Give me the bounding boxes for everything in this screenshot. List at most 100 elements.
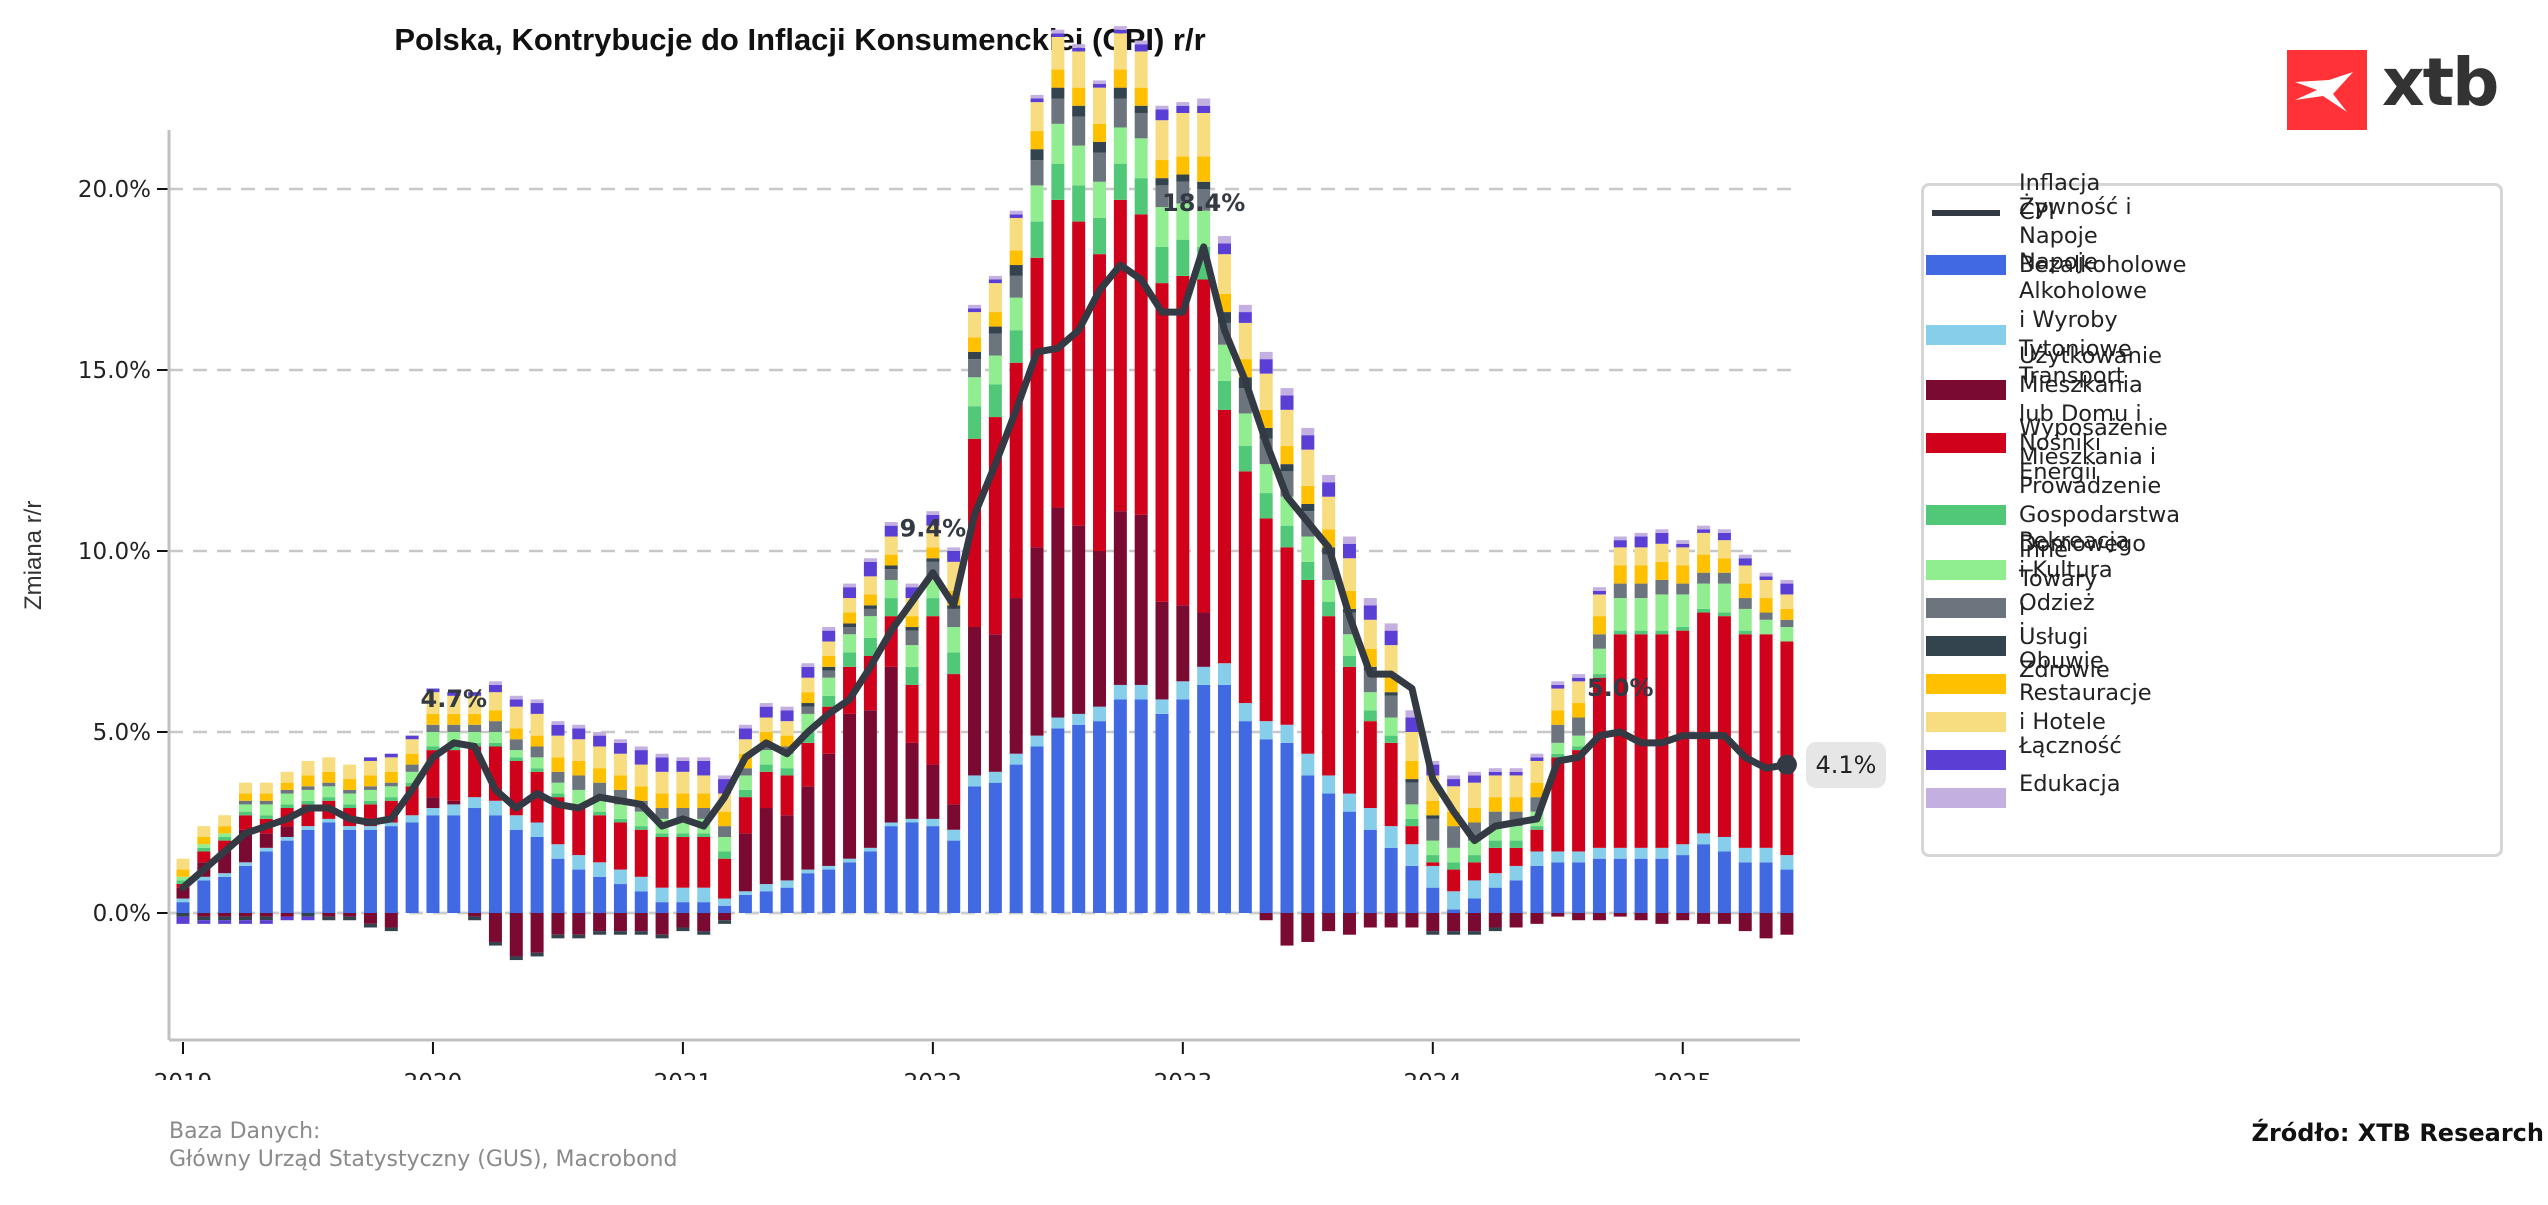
bar-segment: [884, 822, 898, 827]
bar-segment: [947, 840, 961, 913]
bar-segment: [884, 522, 898, 526]
bar-segment: [822, 695, 836, 707]
bar-segment: [822, 753, 836, 866]
bar-segment: [759, 771, 773, 809]
bar-segment: [384, 771, 398, 783]
bar-segment: [676, 887, 690, 903]
bar-stack: [884, 522, 898, 913]
bar-segment: [697, 833, 711, 837]
bar-stack: [1738, 554, 1752, 932]
bar-stack: [593, 732, 607, 935]
legend-color-swatch-icon: [1926, 255, 2006, 275]
bar-segment: [926, 558, 940, 562]
bar-segment: [1488, 775, 1502, 798]
bar-segment: [1197, 612, 1211, 667]
bar-segment: [1551, 710, 1565, 725]
bar-segment: [1509, 880, 1523, 913]
bar-segment: [509, 706, 523, 729]
bar-segment: [988, 333, 1002, 356]
bar-segment: [926, 525, 940, 548]
bar-segment: [551, 771, 565, 783]
bar-segment: [905, 666, 919, 685]
bar-segment-negative: [1613, 913, 1627, 917]
bar-segment: [301, 829, 315, 913]
bar-segment: [363, 786, 377, 790]
cpi-line-path: [179, 243, 1791, 892]
bar-segment: [1467, 840, 1481, 856]
bar-segment: [1238, 446, 1252, 472]
bar-segment: [1655, 561, 1669, 580]
bar-segment: [1613, 540, 1627, 548]
bar-segment: [1592, 634, 1606, 649]
bar-segment: [1447, 826, 1461, 848]
bar-segment: [197, 826, 211, 837]
bar-segment: [1426, 865, 1440, 888]
bar-segment: [509, 750, 523, 758]
bar-segment: [1259, 518, 1273, 722]
bar-segment: [1530, 851, 1544, 866]
bar-segment: [759, 706, 773, 718]
bar-segment-negative: [218, 916, 232, 921]
bar-segment: [1093, 551, 1107, 707]
bar-segment: [1509, 840, 1523, 848]
bar-segment: [1238, 312, 1252, 323]
bar-segment-negative: [384, 927, 398, 932]
bar-stack: [509, 695, 523, 961]
bar-segment: [1176, 203, 1190, 240]
bar-segment: [488, 710, 502, 722]
bar-stack: [1093, 80, 1107, 913]
bar-segment-negative: [280, 913, 294, 917]
bar-segment: [1363, 721, 1377, 809]
bar-segment: [613, 753, 627, 776]
bar-segment: [634, 764, 648, 787]
bar-segment: [176, 858, 190, 870]
bar-segment: [1634, 583, 1648, 599]
bar-segment: [988, 312, 1002, 327]
bar-stack: [1780, 579, 1794, 935]
data-source-line2: Główny Urząd Statystyczny (GUS), Macrobo…: [169, 1147, 678, 1172]
bar-segment: [238, 800, 252, 805]
bar-segment: [1072, 221, 1086, 526]
bar-segment: [1197, 666, 1211, 685]
bar-segment: [363, 757, 377, 761]
bar-segment: [1426, 800, 1440, 816]
bar-segment: [1301, 435, 1315, 450]
bar-stack: [176, 858, 190, 924]
bar-segment: [759, 808, 773, 885]
bar-segment: [759, 717, 773, 732]
bar-stack: [1717, 529, 1731, 924]
bar-segment-negative: [1676, 913, 1690, 921]
bar-segment: [1717, 836, 1731, 852]
bar-segment: [280, 826, 294, 837]
bar-stack: [843, 583, 857, 913]
axes: 0.0% 5.0% 10.0% 15.0% 20.0% 2019 2020 2021 2022 2…: [78, 130, 1800, 1080]
bar-segment: [843, 634, 857, 653]
bar-segment: [947, 804, 961, 830]
bar-segment: [1467, 775, 1481, 783]
bar-segment: [218, 840, 232, 852]
bar-segment: [947, 627, 961, 653]
bar-segment: [1613, 547, 1627, 566]
bar-segment: [1384, 826, 1398, 848]
bar-segment: [718, 898, 732, 906]
bar-segment: [905, 583, 919, 588]
bar-segment: [1280, 742, 1294, 913]
bar-segment: [1676, 540, 1690, 544]
bar-segment: [551, 724, 565, 736]
peak-annotation: 9.4%: [900, 515, 967, 543]
bar-segment: [843, 612, 857, 624]
bar-segment: [1030, 131, 1044, 150]
bar-segment: [1780, 608, 1794, 620]
bar-segment-negative: [1634, 913, 1648, 921]
bar-segment: [968, 438, 982, 628]
bar-segment: [1551, 862, 1565, 913]
bar-segment: [259, 847, 273, 852]
bar-segment: [1551, 753, 1565, 758]
bar-segment: [1030, 257, 1044, 548]
bar-segment: [968, 304, 982, 309]
bar-segment: [676, 836, 690, 888]
bar-segment: [697, 775, 711, 794]
bar-segment-negative: [634, 931, 648, 935]
bar-segment: [1676, 844, 1690, 856]
bar-segment: [488, 692, 502, 711]
